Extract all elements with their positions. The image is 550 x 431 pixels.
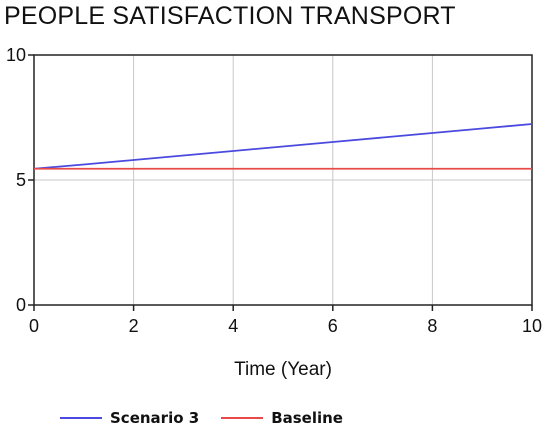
legend: Scenario 3 Baseline <box>60 409 365 427</box>
x-tick-label-4: 8 <box>427 316 437 336</box>
x-tick-label-0: 0 <box>29 316 39 336</box>
x-tick-label-2: 4 <box>228 316 238 336</box>
legend-item-series-1: Baseline <box>221 409 343 427</box>
y-tick-label-0: 0 <box>16 295 26 315</box>
x-tick-label-1: 2 <box>129 316 139 336</box>
y-tick-label-2: 10 <box>6 45 26 65</box>
x-axis-label: Time (Year) <box>234 359 332 380</box>
x-tick-label-3: 6 <box>328 316 338 336</box>
x-tick-label-5: 10 <box>522 316 542 336</box>
legend-item-series-0: Scenario 3 <box>60 409 199 427</box>
legend-label-series-1: Baseline <box>271 409 343 427</box>
series-line-0 <box>33 123 533 170</box>
legend-label-series-0: Scenario 3 <box>110 409 200 427</box>
y-tick-label-1: 5 <box>16 170 26 190</box>
legend-swatch-series-0 <box>60 417 102 419</box>
chart-title: PEOPLE SATISFACTION TRANSPORT <box>4 2 456 30</box>
legend-swatch-series-1 <box>221 417 264 419</box>
